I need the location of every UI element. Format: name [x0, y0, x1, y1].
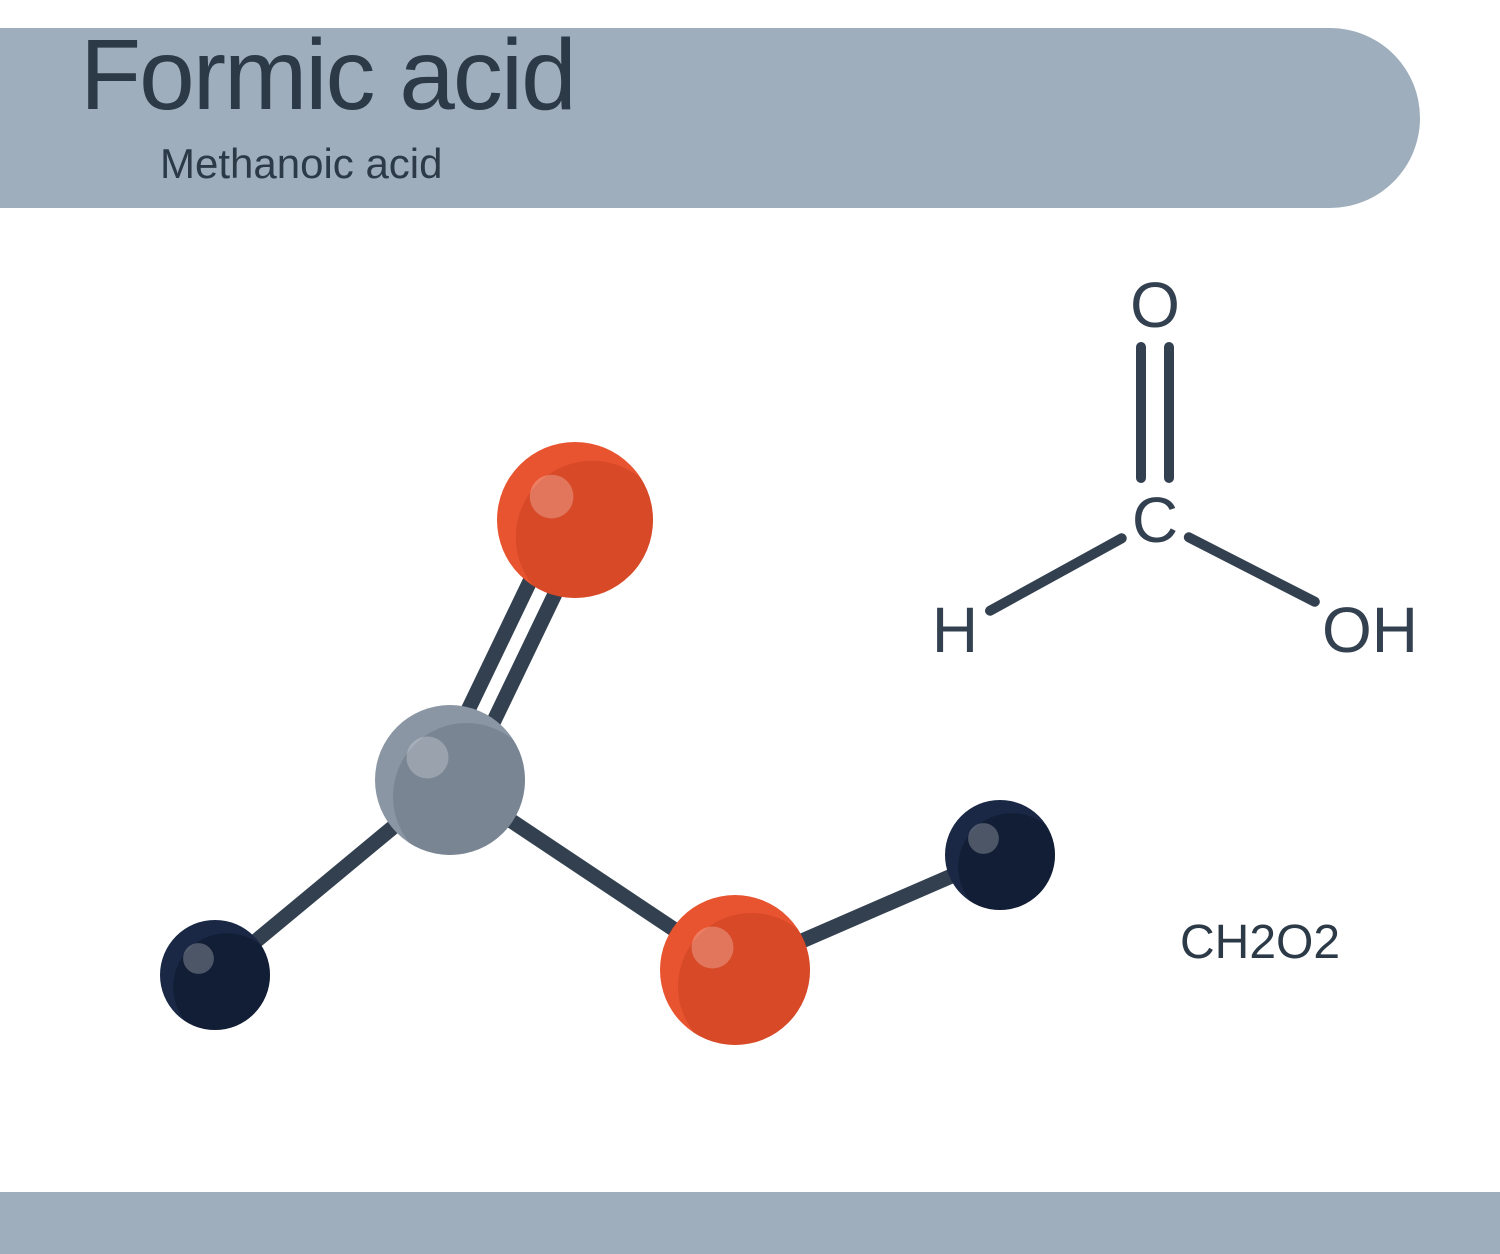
svg-text:O: O	[1130, 269, 1180, 341]
footer-band	[0, 1192, 1500, 1254]
structural-bonds	[990, 347, 1315, 611]
molecular-formula: CH2O2	[1180, 915, 1340, 970]
ball-stick-atoms	[160, 442, 1066, 1060]
svg-text:OH: OH	[1322, 594, 1418, 666]
diagram-canvas: COHOH	[0, 0, 1500, 1254]
svg-text:H: H	[932, 594, 978, 666]
svg-text:C: C	[1132, 484, 1178, 556]
